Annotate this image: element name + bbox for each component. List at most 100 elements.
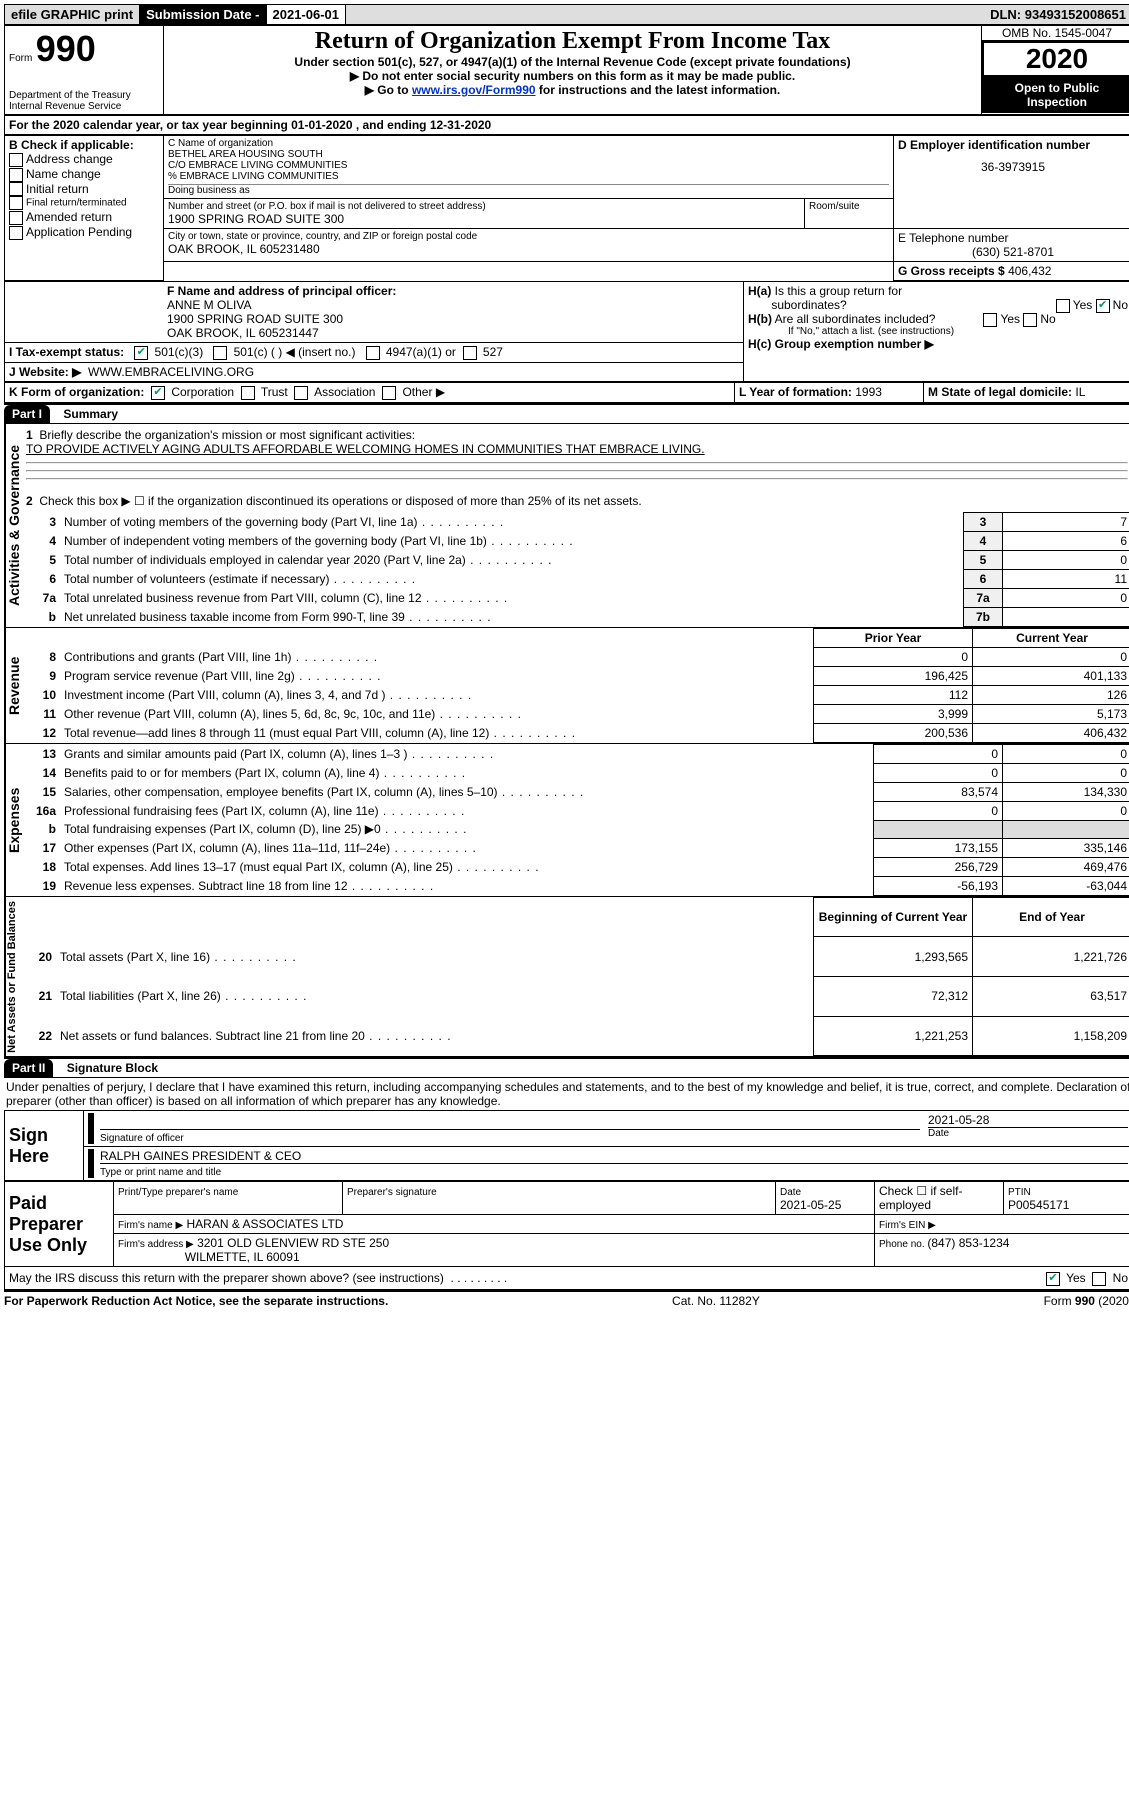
box-k-label: K Form of organization: — [9, 385, 144, 399]
data-row: b Total fundraising expenses (Part IX, c… — [22, 820, 1129, 838]
data-row: 13 Grants and similar amounts paid (Part… — [22, 744, 1129, 763]
prep-date-label: Date — [780, 1187, 801, 1198]
form-label: Form — [9, 53, 32, 64]
form-header: Form 990 Department of the Treasury Inte… — [4, 25, 1129, 116]
chk-final[interactable]: Final return/terminated — [9, 196, 159, 210]
q1-label: Briefly describe the organization's miss… — [39, 428, 415, 442]
box-m-label: M State of legal domicile: — [928, 385, 1075, 399]
sig-date: 2021-05-28 — [928, 1113, 1128, 1127]
box-d-label: D Employer identification number — [898, 138, 1128, 152]
line-a-period: For the 2020 calendar year, or tax year … — [4, 116, 1129, 135]
form-subtitle: Under section 501(c), 527, or 4947(a)(1)… — [168, 55, 977, 69]
ptin-label: PTIN — [1008, 1187, 1031, 1198]
prep-name-label: Print/Type preparer's name — [118, 1187, 238, 1198]
governance-row: 7a Total unrelated business revenue from… — [22, 588, 1129, 607]
signature-block: Sign Here Signature of officer 2021-05-2… — [4, 1110, 1129, 1181]
year-formation: 1993 — [855, 385, 882, 399]
chk-initial[interactable]: Initial return — [9, 182, 159, 197]
efile-label[interactable]: efile GRAPHIC print — [5, 5, 140, 24]
addr-label: Number and street (or P.O. box if mail i… — [168, 201, 800, 212]
data-row: 16a Professional fundraising fees (Part … — [22, 801, 1129, 820]
data-row: 9 Program service revenue (Part VIII, li… — [22, 666, 1129, 685]
chk-other[interactable] — [382, 386, 396, 400]
side-governance: Activities & Governance — [5, 424, 22, 627]
chk-corp[interactable] — [151, 386, 165, 400]
city-label: City or town, state or province, country… — [168, 231, 889, 242]
discuss-yes[interactable] — [1046, 1272, 1060, 1286]
prep-sig-label: Preparer's signature — [347, 1187, 437, 1198]
sig-date-label: Date — [928, 1127, 1128, 1139]
chk-name[interactable]: Name change — [9, 167, 159, 182]
chk-address[interactable]: Address change — [9, 152, 159, 167]
side-revenue: Revenue — [5, 628, 22, 743]
name-title-label: Type or print name and title — [100, 1167, 221, 1178]
firm-addr-2: WILMETTE, IL 60091 — [185, 1250, 300, 1264]
governance-row: 4 Number of independent voting members o… — [22, 531, 1129, 550]
website-value: WWW.EMBRACELIVING.ORG — [88, 365, 254, 379]
phone-value: (630) 521-8701 — [898, 245, 1128, 259]
chk-527[interactable] — [463, 346, 477, 360]
data-row: 17 Other expenses (Part IX, column (A), … — [22, 838, 1129, 857]
mission-text: TO PROVIDE ACTIVELY AGING ADULTS AFFORDA… — [26, 442, 705, 456]
data-row: 15 Salaries, other compensation, employe… — [22, 782, 1129, 801]
data-row: 10 Investment income (Part VIII, column … — [22, 685, 1129, 704]
omb-number: OMB No. 1545-0047 — [982, 26, 1129, 41]
chk-4947[interactable] — [366, 346, 380, 360]
governance-row: 6 Total number of volunteers (estimate i… — [22, 569, 1129, 588]
form-number: 990 — [36, 28, 96, 69]
h-c: H(c) Group exemption number ▶ — [748, 337, 1128, 351]
part-2-title: Signature Block — [57, 1061, 158, 1075]
q2-label: Check this box ▶ ☐ if the organization d… — [39, 494, 641, 508]
chk-501c[interactable] — [213, 346, 227, 360]
dba-label: Doing business as — [168, 184, 889, 196]
note-instructions: ▶ Go to www.irs.gov/Form990 for instruct… — [168, 83, 977, 97]
h-b: H(b) Are all subordinates included? Yes … — [748, 312, 1128, 326]
org-name-3: % EMBRACE LIVING COMMUNITIES — [168, 171, 889, 182]
box-g-label: G Gross receipts $ — [898, 264, 1008, 278]
chk-assoc[interactable] — [294, 386, 308, 400]
irs-link[interactable]: www.irs.gov/Form990 — [412, 83, 536, 97]
side-netassets: Net Assets or Fund Balances — [5, 897, 18, 1057]
city-value: OAK BROOK, IL 605231480 — [168, 242, 889, 256]
officer-addr: 1900 SPRING ROAD SUITE 300 — [167, 312, 343, 326]
officer-group-block: F Name and address of principal officer:… — [4, 281, 1129, 382]
firm-phone: (847) 853-1234 — [927, 1236, 1009, 1250]
org-name-2: C/O EMBRACE LIVING COMMUNITIES — [168, 160, 889, 171]
chk-trust[interactable] — [241, 386, 255, 400]
paid-preparer-label: Paid Preparer Use Only — [5, 1182, 114, 1267]
data-row: 19 Revenue less expenses. Subtract line … — [22, 876, 1129, 895]
h-a: H(a) Is this a group return for subordin… — [748, 284, 1128, 312]
klm-row: K Form of organization: Corporation Trus… — [4, 382, 1129, 403]
firm-phone-label: Phone no. — [879, 1239, 927, 1250]
expenses-table: 13 Grants and similar amounts paid (Part… — [22, 744, 1129, 896]
discuss-no[interactable] — [1092, 1272, 1106, 1286]
self-employed[interactable]: Check ☐ if self-employed — [875, 1182, 1004, 1215]
chk-pending[interactable]: Application Pending — [9, 225, 159, 240]
ptin-value: P00545171 — [1008, 1198, 1069, 1212]
firm-name: HARAN & ASSOCIATES LTD — [187, 1217, 344, 1231]
form-title: Return of Organization Exempt From Incom… — [168, 28, 977, 55]
cat-no: Cat. No. 11282Y — [672, 1294, 760, 1308]
data-row: 18 Total expenses. Add lines 13–17 (must… — [22, 857, 1129, 876]
data-row: 12 Total revenue—add lines 8 through 11 … — [22, 723, 1129, 742]
top-bar: efile GRAPHIC print Submission Date - 20… — [4, 4, 1129, 25]
box-j-label: J Website: ▶ — [9, 365, 81, 379]
chk-501c3[interactable] — [134, 346, 148, 360]
chk-amended[interactable]: Amended return — [9, 210, 159, 225]
note-ssn: Do not enter social security numbers on … — [168, 69, 977, 83]
pra-notice: For Paperwork Reduction Act Notice, see … — [4, 1294, 388, 1308]
dept-treasury: Department of the Treasury Internal Reve… — [9, 90, 159, 112]
data-row: 14 Benefits paid to or for members (Part… — [22, 763, 1129, 782]
officer-city: OAK BROOK, IL 605231447 — [167, 326, 319, 340]
discuss-row: May the IRS discuss this return with the… — [4, 1267, 1129, 1290]
data-row: 20 Total assets (Part X, line 16) 1,293,… — [18, 937, 1129, 977]
governance-row: 3 Number of voting members of the govern… — [22, 512, 1129, 531]
box-l-label: L Year of formation: — [739, 385, 855, 399]
ein-value: 36-3973915 — [898, 152, 1128, 182]
officer-name-title: RALPH GAINES PRESIDENT & CEO — [100, 1149, 1128, 1164]
dln: DLN: 93493152008651 — [984, 5, 1129, 24]
firm-addr-1: 3201 OLD GLENVIEW RD STE 250 — [197, 1236, 389, 1250]
submission-date-label: Submission Date - — [140, 5, 266, 24]
data-row: 21 Total liabilities (Part X, line 26) 7… — [18, 977, 1129, 1017]
box-b-label: B Check if applicable: — [9, 138, 159, 152]
